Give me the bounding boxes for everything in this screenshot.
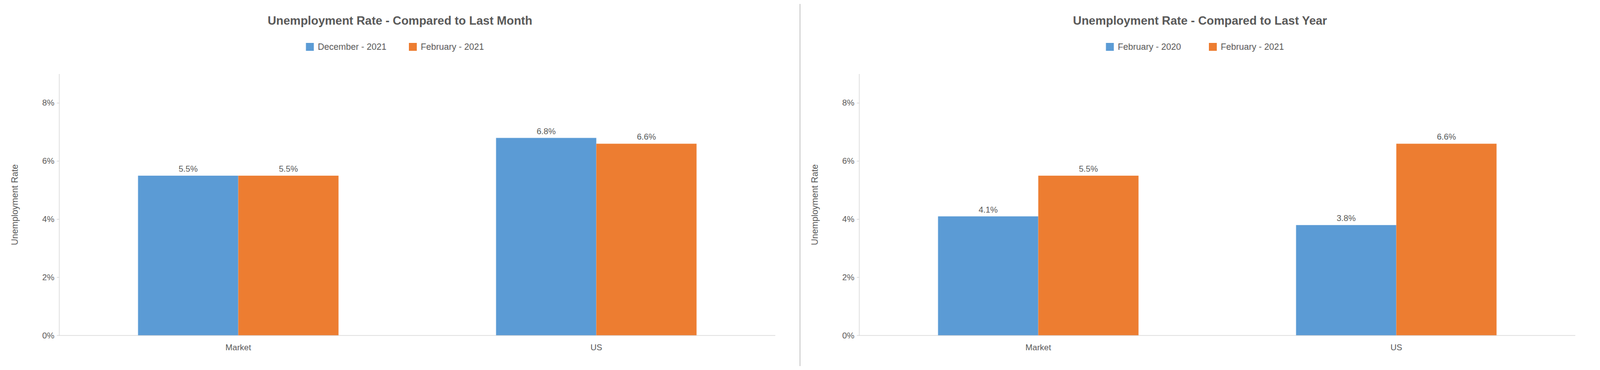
data-label: 6.6%: [637, 132, 657, 142]
data-labels: 5.5% 6.8% 5.5% 6.6%: [178, 126, 657, 175]
data-label: 5.5%: [178, 164, 199, 174]
legend-label: February - 2021: [1220, 41, 1284, 52]
chart-title: Unemployment Rate - Compared to Last Mon…: [267, 13, 533, 28]
x-tick-label: US: [590, 343, 603, 353]
x-tick-label: Market: [225, 343, 252, 353]
bar: [138, 175, 239, 336]
y-ticks: 0% 2% 4% 6% 8%: [841, 98, 860, 341]
y-ticks: 0% 2% 4% 6% 8%: [41, 98, 60, 341]
chart-title: Unemployment Rate - Compared to Last Yea…: [1073, 13, 1327, 28]
panel: Unemployment Rate - Compared to Last Yea…: [809, 13, 1576, 353]
data-label: 6.8%: [536, 126, 557, 137]
y-tick: [56, 219, 60, 220]
bar: [1296, 225, 1397, 336]
data-label: 3.8%: [1336, 213, 1357, 224]
legend-label: February - 2021: [420, 41, 484, 52]
bar: [1038, 175, 1139, 336]
bar: [238, 175, 339, 336]
bars: [938, 143, 1497, 336]
figure: Unemployment Rate - Compared to Last Mon…: [0, 0, 1600, 370]
x-tick-label: US: [1390, 343, 1403, 353]
y-axis-line: [859, 74, 860, 336]
data-label: 4.1%: [978, 205, 999, 215]
y-tick-label: 8%: [841, 98, 855, 108]
y-tick: [856, 160, 860, 162]
legend: December - 2021 February - 2021: [306, 41, 485, 52]
y-tick-label: 6%: [41, 156, 55, 166]
panel: Unemployment Rate - Compared to Last Mon…: [9, 13, 776, 353]
x-tick-label: Market: [1025, 343, 1052, 353]
bar: [938, 216, 1039, 336]
y-tick-label: 0%: [41, 331, 55, 341]
y-tick-label: 0%: [841, 331, 855, 341]
y-tick: [56, 277, 60, 279]
y-tick: [856, 219, 860, 220]
legend-label: February - 2020: [1118, 41, 1182, 52]
bar: [496, 138, 597, 336]
legend-swatch: [1106, 42, 1115, 51]
divider: [799, 3, 800, 367]
y-axis-label: Unemployment Rate: [809, 164, 820, 246]
y-tick: [856, 102, 860, 104]
bar: [1396, 143, 1497, 336]
y-tick-label: 2%: [41, 273, 55, 283]
data-label: 5.5%: [1079, 164, 1099, 174]
x-axis-line: [59, 335, 776, 337]
legend: February - 2020 February - 2021: [1106, 41, 1285, 52]
y-tick: [56, 102, 60, 104]
legend-swatch: [408, 42, 417, 51]
y-tick-label: 6%: [841, 156, 855, 166]
y-tick-label: 8%: [41, 98, 55, 108]
y-tick: [856, 277, 860, 279]
x-ticks: Market US: [1025, 343, 1403, 353]
y-tick: [856, 335, 860, 337]
y-tick-label: 4%: [841, 214, 855, 225]
y-axis-label: Unemployment Rate: [9, 164, 20, 246]
legend-swatch: [1208, 42, 1217, 51]
legend-swatch: [306, 42, 315, 51]
data-labels: 4.1% 3.8% 5.5% 6.6%: [978, 132, 1457, 224]
x-ticks: Market US: [225, 343, 603, 353]
y-tick-label: 2%: [841, 273, 855, 283]
y-axis-line: [59, 74, 60, 336]
legend-label: December - 2021: [318, 41, 387, 52]
bar: [596, 143, 697, 336]
y-tick: [56, 335, 60, 337]
y-tick-label: 4%: [41, 214, 55, 225]
data-label: 6.6%: [1437, 132, 1457, 142]
y-tick: [56, 160, 60, 162]
x-axis-line: [859, 335, 1576, 337]
bars: [138, 138, 697, 336]
data-label: 5.5%: [279, 164, 299, 174]
